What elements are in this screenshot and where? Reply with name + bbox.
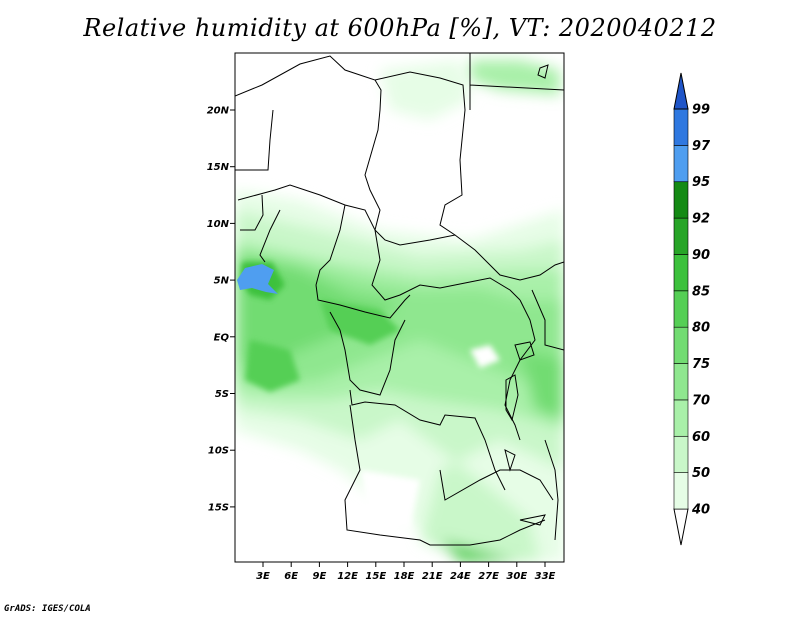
lon-tick-label: 6E <box>284 571 298 582</box>
colorbar-bin <box>673 145 689 183</box>
colorbar-label: 85 <box>692 284 710 299</box>
lakes <box>504 64 549 526</box>
colorbar-bin <box>673 326 689 364</box>
colorbar-label: 60 <box>692 430 710 445</box>
lat-tick-label: 15N <box>207 162 230 173</box>
longitude-axis: 3E 6E 9E 12E 15E 18E 21E 24E 27E 30E 33E <box>256 562 556 582</box>
colorbar-label: 97 <box>692 139 711 154</box>
lat-tick-label: 5S <box>215 389 229 400</box>
grads-credit: GrADS: IGES/COLA <box>4 604 91 614</box>
lon-tick-label: 30E <box>506 571 527 582</box>
colorbar-bin <box>673 472 689 510</box>
country-borders <box>235 53 564 546</box>
colorbar-bin <box>673 363 689 401</box>
colorbar-label: 90 <box>692 248 710 263</box>
colorbar-bin <box>673 290 689 328</box>
latitude-axis: 20N 15N 10N 5N EQ 5S 10S 15S <box>207 106 235 513</box>
colorbar-label: 95 <box>692 175 710 190</box>
lon-tick-label: 3E <box>256 571 270 582</box>
lon-tick-label: 18E <box>394 571 415 582</box>
colorbar-label: 75 <box>692 357 710 372</box>
colorbar-bin <box>673 399 689 437</box>
lat-tick-label: EQ <box>214 332 230 343</box>
colorbar-bin <box>673 254 689 292</box>
lon-tick-label: 33E <box>535 571 556 582</box>
lon-tick-label: 24E <box>450 571 471 582</box>
colorbar-bin <box>673 435 689 473</box>
colorbar-label: 70 <box>692 393 710 408</box>
lat-tick-label: 20N <box>207 106 230 117</box>
colorbar-bin <box>673 108 689 146</box>
colorbar-bin <box>673 181 689 219</box>
lat-tick-label: 10N <box>207 219 230 230</box>
lon-tick-label: 27E <box>478 571 499 582</box>
colorbar-label: 40 <box>691 503 710 518</box>
colorbar-upper-triangle <box>673 72 689 110</box>
lat-tick-label: 5N <box>214 276 230 287</box>
colorbar-label: 80 <box>692 321 710 336</box>
lon-tick-label: 12E <box>337 571 358 582</box>
lon-tick-label: 15E <box>365 571 386 582</box>
colorbar-bin <box>673 217 689 255</box>
colorbar-label: 92 <box>692 212 710 227</box>
lon-tick-label: 9E <box>313 571 327 582</box>
colorbar-label: 99 <box>692 103 710 118</box>
lon-tick-label: 21E <box>422 571 443 582</box>
lat-tick-label: 10S <box>208 446 229 457</box>
map-title: Relative humidity at 600hPa [%], VT: 202… <box>83 14 717 42</box>
colorbar: 40 50 60 70 75 80 85 90 92 95 97 99 <box>673 72 711 546</box>
colorbar-label: 50 <box>692 466 710 481</box>
humidity-field <box>235 53 564 562</box>
map-frame <box>234 52 565 563</box>
lat-tick-label: 15S <box>208 502 229 513</box>
colorbar-lower-triangle <box>673 508 689 546</box>
